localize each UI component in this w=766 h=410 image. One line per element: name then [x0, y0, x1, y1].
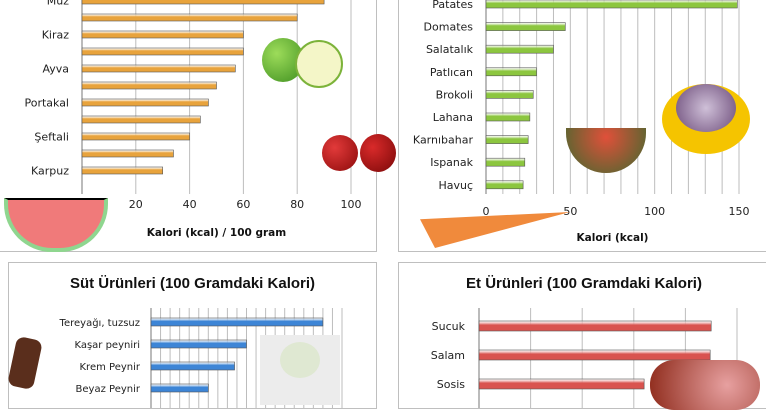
bar	[81, 98, 209, 107]
bar	[485, 44, 554, 54]
x-tick-label: 0	[483, 205, 490, 218]
bar	[150, 361, 235, 371]
x-tick-label: 100	[341, 198, 362, 211]
category-label: Domates	[424, 21, 474, 34]
category-label: Brokoli	[436, 88, 473, 101]
bar	[81, 64, 236, 73]
bar	[485, 22, 566, 31]
category-label: Patates	[432, 0, 473, 11]
x-axis-title: Kalori (kcal)	[577, 232, 649, 244]
category-label: Portakal	[24, 97, 69, 110]
category-label: Muz	[47, 0, 69, 8]
bar	[150, 339, 247, 349]
category-label: Salatalık	[426, 43, 474, 56]
x-tick-label: 100	[644, 205, 665, 218]
category-label: Salam	[431, 349, 465, 362]
bar	[485, 67, 537, 77]
category-label: Karpuz	[31, 165, 69, 178]
vegetable-chart-panel: Patates Domates Salatalık Patlıcan Brokoli La…	[398, 0, 766, 252]
cherry-illustration-2	[360, 134, 396, 172]
bar	[81, 166, 163, 175]
bar	[81, 0, 325, 5]
bar	[81, 81, 217, 90]
category-label: Kiraz	[42, 29, 70, 42]
category-label: Beyaz Peynir	[76, 384, 141, 395]
bar	[485, 0, 738, 9]
x-tick-label: 60	[236, 198, 250, 211]
bar	[81, 132, 190, 141]
bar	[81, 149, 174, 158]
fruit-chart: Muz Kiraz Ayva Portakal Şeftali Karpuz 20 40 60 8…	[24, 0, 362, 239]
bar	[485, 135, 529, 144]
dairy-chart-title: Süt Ürünleri (100 Gramdaki Kalori)	[69, 275, 316, 292]
bar	[81, 30, 244, 39]
bar	[485, 112, 531, 122]
vegetable-chart: Patates Domates Salatalık Patlıcan Brokoli La…	[413, 0, 750, 244]
sausage-illustration	[650, 360, 760, 410]
apple-half-illustration	[295, 40, 343, 88]
bar	[485, 90, 534, 99]
x-tick-label: 20	[129, 198, 143, 211]
x-tick-label: 40	[183, 198, 197, 211]
category-label: Şeftali	[34, 131, 69, 144]
bar	[81, 115, 201, 124]
cherry-illustration	[322, 135, 358, 171]
onion-illustration-2	[676, 84, 736, 132]
category-label: Sucuk	[432, 320, 466, 333]
category-label: Tereyağı, tuzsuz	[59, 317, 140, 329]
x-axis-title: Kalori (kcal) / 100 gram	[147, 227, 286, 239]
x-tick-label: 50	[563, 205, 577, 218]
bar	[485, 180, 524, 190]
ice-cream-scoop-illustration	[280, 342, 320, 378]
category-label: Havuç	[438, 179, 473, 192]
bar	[478, 320, 712, 332]
category-label: Lahana	[433, 111, 473, 124]
meat-chart-title: Et Ürünleri (100 Gramdaki Kalori)	[466, 275, 702, 292]
category-label: Ayva	[42, 63, 69, 76]
bar	[150, 317, 324, 327]
bar	[485, 157, 526, 167]
category-label: Krem Peynir	[80, 362, 141, 373]
x-tick-label: 80	[290, 198, 304, 211]
category-label: Sosis	[437, 378, 465, 391]
category-label: Patlıcan	[430, 66, 473, 79]
x-tick-label: 150	[729, 205, 750, 218]
meat-chart: Sucuk Salam Sosis	[431, 308, 738, 408]
bar	[478, 378, 645, 390]
category-label: Kaşar peyniri	[74, 340, 140, 351]
category-label: Ispanak	[430, 156, 473, 169]
bar	[478, 349, 711, 361]
bar	[81, 47, 244, 56]
bar	[150, 383, 209, 393]
category-label: Karnıbahar	[413, 134, 474, 147]
bar	[81, 13, 298, 22]
